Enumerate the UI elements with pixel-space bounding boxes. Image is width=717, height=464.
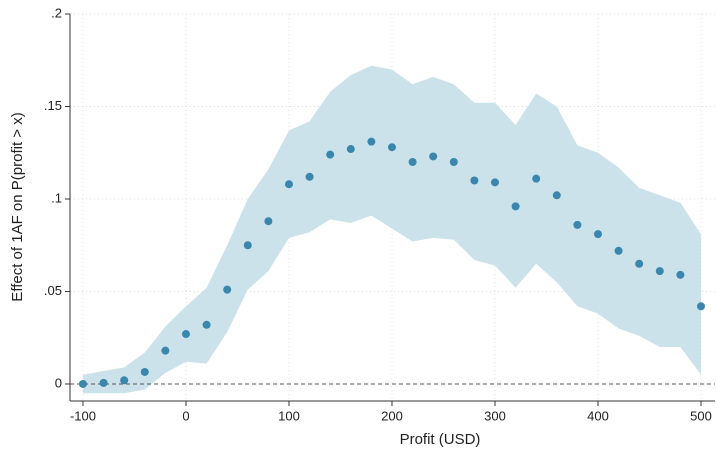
point bbox=[243, 241, 252, 250]
confidence-band bbox=[82, 65, 701, 394]
point bbox=[140, 367, 149, 376]
point bbox=[99, 378, 108, 387]
point bbox=[326, 150, 335, 159]
x-tick-label: -100 bbox=[70, 408, 96, 423]
x-tick-label: 500 bbox=[690, 408, 712, 423]
point bbox=[161, 346, 170, 355]
point bbox=[593, 230, 602, 239]
point bbox=[202, 320, 211, 329]
x-tick-label: 200 bbox=[381, 408, 403, 423]
x-tick-label: 0 bbox=[182, 408, 189, 423]
point bbox=[614, 246, 623, 255]
point bbox=[284, 180, 293, 189]
point bbox=[429, 152, 438, 161]
point bbox=[676, 270, 685, 279]
point bbox=[532, 174, 541, 183]
point bbox=[696, 302, 705, 311]
point bbox=[655, 267, 664, 276]
point bbox=[264, 217, 273, 226]
point bbox=[120, 376, 129, 385]
x-tick-label: 100 bbox=[278, 408, 300, 423]
point bbox=[305, 172, 314, 181]
x-tick-label: 400 bbox=[587, 408, 609, 423]
point bbox=[181, 330, 190, 339]
point bbox=[470, 176, 479, 185]
y-tick-label: .15 bbox=[44, 98, 62, 113]
y-tick-label: .1 bbox=[51, 190, 62, 205]
x-axis-label: Profit (USD) bbox=[400, 431, 481, 448]
point bbox=[408, 157, 417, 166]
point bbox=[635, 259, 644, 268]
point bbox=[346, 145, 355, 154]
point bbox=[387, 143, 396, 152]
point bbox=[78, 379, 87, 388]
y-tick-label: .2 bbox=[51, 5, 62, 20]
point bbox=[490, 178, 499, 187]
point bbox=[552, 191, 561, 200]
y-tick-label: .05 bbox=[44, 283, 62, 298]
x-tick-label: 300 bbox=[484, 408, 506, 423]
point bbox=[573, 220, 582, 229]
y-tick-label: 0 bbox=[55, 375, 62, 390]
point bbox=[223, 285, 232, 294]
point bbox=[449, 157, 458, 166]
point bbox=[511, 202, 520, 211]
y-axis-label: Effect of 1AF on P(profit > x) bbox=[9, 112, 26, 301]
point bbox=[367, 137, 376, 146]
